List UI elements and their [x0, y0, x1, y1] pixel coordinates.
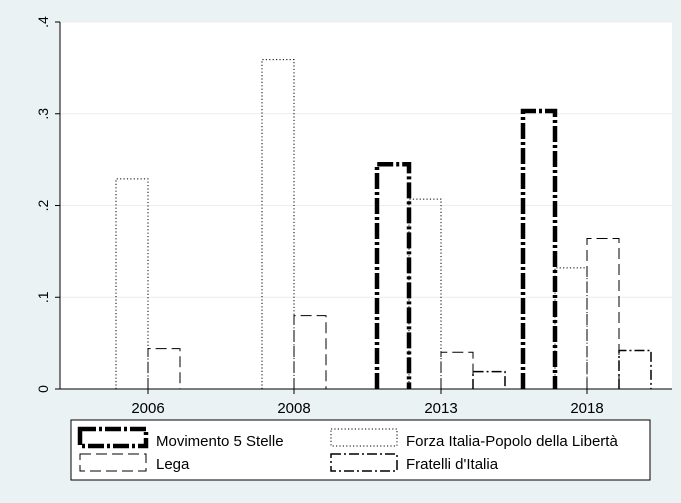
x-tick-label: 2013 [424, 400, 457, 417]
legend-key-dotted [330, 428, 398, 447]
y-tick-label: .2 [35, 199, 51, 211]
x-tick-label: 2018 [570, 400, 603, 417]
legend-label: Lega [156, 456, 190, 473]
y-tick-label: 0 [35, 385, 51, 393]
x-axis-ticks: 2006 2008 2013 2018 [131, 389, 604, 417]
y-tick-label: .3 [35, 108, 51, 120]
bar-dotted-2006 [115, 178, 149, 389]
legend-label: Forza Italia-Popolo della Libertà [406, 433, 618, 450]
bar-dash-dot-2018 [618, 349, 652, 389]
bar-long-dash-2018 [586, 238, 620, 389]
bar-long-dash-2006 [147, 348, 181, 389]
legend-key-long-dash [79, 453, 147, 472]
y-axis-ticks: 0 .1 .2 .3 .4 [35, 16, 60, 393]
bar-dash-dot-2013 [472, 370, 506, 389]
bars-group [115, 59, 652, 389]
grid-lines [60, 21, 672, 298]
legend-box [70, 419, 651, 481]
bar-long-dash-2013 [440, 351, 474, 389]
bar-dotted-2013 [408, 198, 442, 389]
bar-long-dash-2008 [293, 315, 327, 389]
legend-key-dash-dot [330, 453, 398, 472]
bar-dotted-2018 [554, 267, 588, 389]
y-tick-label: .1 [35, 291, 51, 303]
legend: Movimento 5 Stelle Forza Italia-Popolo de… [70, 419, 651, 481]
x-tick-label: 2008 [277, 400, 310, 417]
bar-heavy-dash-dot-2018 [520, 108, 558, 389]
legend-label: Fratelli d'Italia [406, 456, 499, 473]
legend-key-heavy-dash-dot [77, 426, 149, 449]
legend-label: Movimento 5 Stelle [156, 433, 284, 450]
x-tick-label: 2006 [131, 400, 164, 417]
y-tick-label: .4 [35, 16, 51, 28]
